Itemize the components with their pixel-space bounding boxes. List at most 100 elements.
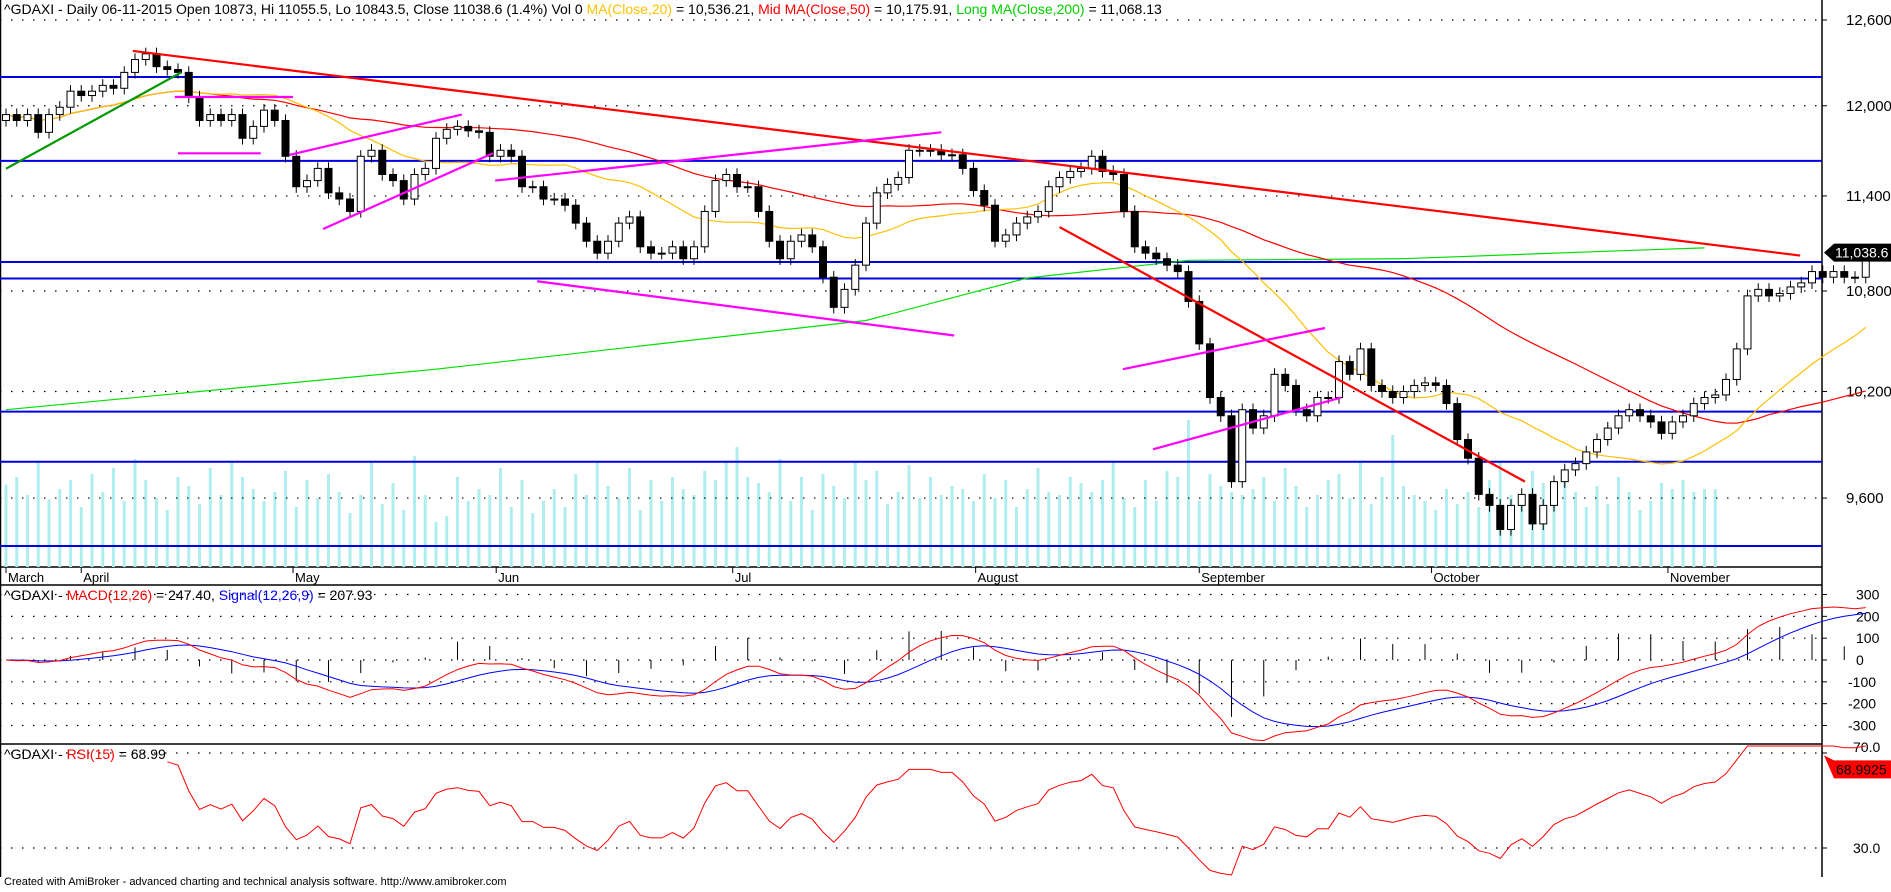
candlestick (1120, 168, 1128, 218)
candle-body (1044, 186, 1053, 212)
candle-body (1001, 234, 1010, 242)
candlestick (389, 168, 397, 187)
candlestick (679, 240, 688, 265)
candle-body (292, 155, 301, 188)
candlestick (109, 79, 118, 95)
candlestick (819, 240, 827, 284)
rsi-label: RSI(15) (66, 746, 115, 762)
candle-body (206, 114, 215, 121)
candle-body (152, 53, 161, 68)
candle-body (829, 276, 838, 308)
candlestick (1582, 445, 1591, 470)
candle-body (1410, 384, 1419, 392)
candlestick (1367, 342, 1376, 392)
candle-body (862, 222, 870, 266)
candle-body (1442, 384, 1451, 405)
candle-body (926, 149, 935, 152)
candlestick (528, 180, 537, 193)
candlestick (1625, 403, 1634, 422)
candle-body (442, 128, 451, 139)
candle-body (421, 167, 430, 175)
trendline-red-aug-downtrend (1058, 226, 1526, 483)
candlestick (862, 217, 870, 272)
candle-body (1775, 292, 1784, 297)
candle-body (1474, 457, 1483, 495)
candle-body (1356, 348, 1365, 375)
candlestick (270, 104, 279, 127)
candle-body (539, 186, 548, 200)
candlestick (1388, 385, 1397, 404)
rsi-header-symbol: ^GDAXI - (4, 746, 67, 762)
candlestick (1173, 259, 1182, 278)
candle-body (894, 177, 903, 185)
candle-body (120, 71, 129, 89)
candlestick (260, 104, 268, 133)
candlestick (1550, 475, 1558, 512)
rsi-panel-header: ^GDAXI - RSI(15) = 68.99 (4, 746, 166, 762)
rsi-last-label: 68.9925 (1836, 761, 1887, 777)
candlestick (1206, 337, 1214, 404)
candle-body (1539, 504, 1548, 525)
candle-body (249, 125, 258, 139)
candle-body (1163, 258, 1171, 266)
month-label: August (978, 570, 1019, 585)
candlestick (1216, 391, 1225, 422)
candle-body (1378, 384, 1386, 392)
candle-body (711, 180, 720, 212)
rsi-tick-label: 70.0 (1853, 739, 1880, 755)
candlestick (926, 144, 935, 157)
candle-body (1453, 403, 1462, 441)
month-label: Jul (735, 570, 752, 585)
candlestick (1636, 403, 1644, 422)
macd-line (5, 606, 1866, 742)
candle-body (840, 288, 849, 308)
candlestick (55, 101, 64, 121)
candlestick (335, 186, 344, 206)
candlestick (1485, 488, 1494, 512)
candle-body (1206, 343, 1214, 399)
candle-body (464, 125, 473, 132)
candle-body (109, 84, 118, 89)
candle-body (260, 109, 268, 127)
candlestick (378, 144, 387, 181)
candle-body (1431, 382, 1440, 386)
candlestick (475, 124, 483, 139)
rsi-last-flag (1824, 755, 1891, 779)
candle-body (980, 190, 989, 206)
candlestick (1421, 376, 1429, 392)
candlestick (872, 186, 881, 230)
candle-body (1238, 409, 1247, 483)
candle-body (819, 246, 827, 278)
candlestick (1560, 463, 1569, 488)
macd-tick-label: 200 (1856, 608, 1880, 624)
candlestick (1442, 379, 1451, 410)
candle-body (1012, 222, 1021, 236)
candle-body (604, 240, 612, 254)
candlestick (1614, 409, 1623, 435)
candlestick (34, 108, 43, 139)
candlestick (1786, 280, 1795, 300)
candle-body (1055, 177, 1064, 188)
candlestick (367, 144, 376, 163)
candle-body (1646, 415, 1655, 423)
candle-body (1668, 421, 1677, 434)
trendline-magenta-may-upper (289, 113, 463, 156)
price-tick-label: 10,800 (1846, 283, 1891, 300)
candlestick (1087, 150, 1096, 175)
candle-body (765, 210, 774, 242)
candle-body (657, 252, 666, 255)
candle-body (399, 180, 408, 200)
candlestick (625, 210, 634, 230)
candle-body (808, 234, 817, 248)
candle-body (217, 114, 225, 121)
candlestick (1797, 276, 1806, 294)
candlestick (851, 259, 860, 296)
last-price-flag (1824, 243, 1891, 262)
candlestick (1077, 162, 1085, 178)
candle-body (1840, 271, 1849, 278)
candlestick (1593, 433, 1601, 459)
candle-body (1259, 415, 1268, 429)
candle-body (1270, 373, 1279, 417)
candle-body (1636, 409, 1644, 417)
candle-body (1786, 286, 1795, 294)
